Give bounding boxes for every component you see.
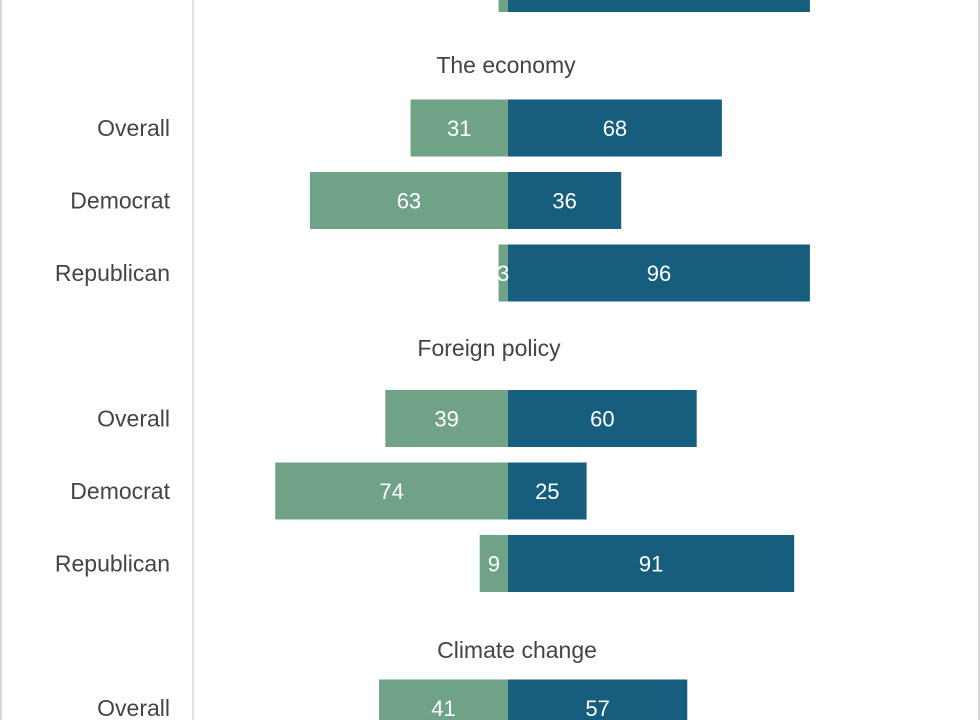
- group-1-row-1-left-bar: [275, 462, 508, 520]
- group-1-row-0-right-bar: [508, 390, 697, 447]
- partial-top-right-bar: [508, 0, 810, 12]
- group-0-row-0-right-bar: [508, 99, 722, 157]
- group-title-1: Foreign policy: [417, 335, 561, 361]
- group-1-row-0-right-value: 60: [590, 407, 614, 432]
- group-2-row-0-left-value: 41: [431, 696, 455, 720]
- group-0-row-2-label: Republican: [55, 260, 170, 286]
- group-0-row-0-right-value: 68: [603, 116, 627, 141]
- group-0-row-1-left-bar: [309, 172, 508, 229]
- group-0-row-1-right-value: 36: [552, 189, 576, 214]
- bars-layer: [275, 0, 810, 720]
- group-0-row-1-left-value: 63: [397, 189, 421, 214]
- group-1-row-0-left-value: 39: [434, 407, 458, 432]
- group-1-row-2-left-bar: [479, 535, 508, 592]
- group-0-row-1-right-bar: [508, 172, 622, 229]
- group-2-row-0-left-bar: [379, 679, 508, 720]
- group-1-row-2-right-bar: [508, 535, 795, 592]
- group-1-row-1-left-value: 74: [379, 479, 403, 504]
- group-0-row-2-left-value: 3: [497, 261, 509, 286]
- group-title-2: Climate change: [437, 637, 597, 663]
- group-0-row-1-label: Democrat: [70, 188, 170, 214]
- group-0-row-0-label: Overall: [97, 115, 170, 141]
- group-1-row-1-label: Democrat: [70, 478, 170, 504]
- group-0-row-0-left-value: 31: [447, 116, 471, 141]
- group-1-row-1-right-bar: [508, 462, 587, 520]
- group-1-row-1-right-value: 25: [535, 479, 559, 504]
- group-1-row-2-label: Republican: [55, 551, 170, 577]
- group-0-row-0-left-bar: [410, 99, 508, 157]
- group-title-0: The economy: [436, 52, 576, 78]
- group-1-row-0-label: Overall: [97, 406, 170, 432]
- partial-top-left-bar: [498, 0, 508, 12]
- group-0-row-2-left-bar: [498, 244, 508, 302]
- group-2-row-0-right-value: 57: [585, 696, 609, 720]
- group-0-row-2-right-value: 96: [647, 261, 671, 286]
- group-1-row-0-left-bar: [385, 390, 508, 447]
- labels-layer: The economy 31 68 Overall 63 36 Democrat 3 96 Rep…: [55, 52, 671, 720]
- group-2-row-0-label: Overall: [97, 695, 170, 720]
- group-0-row-2-right-bar: [508, 244, 810, 302]
- group-1-row-2-right-value: 91: [639, 552, 663, 577]
- group-2-row-0-right-bar: [508, 679, 688, 720]
- group-1-row-2-left-value: 9: [488, 552, 500, 577]
